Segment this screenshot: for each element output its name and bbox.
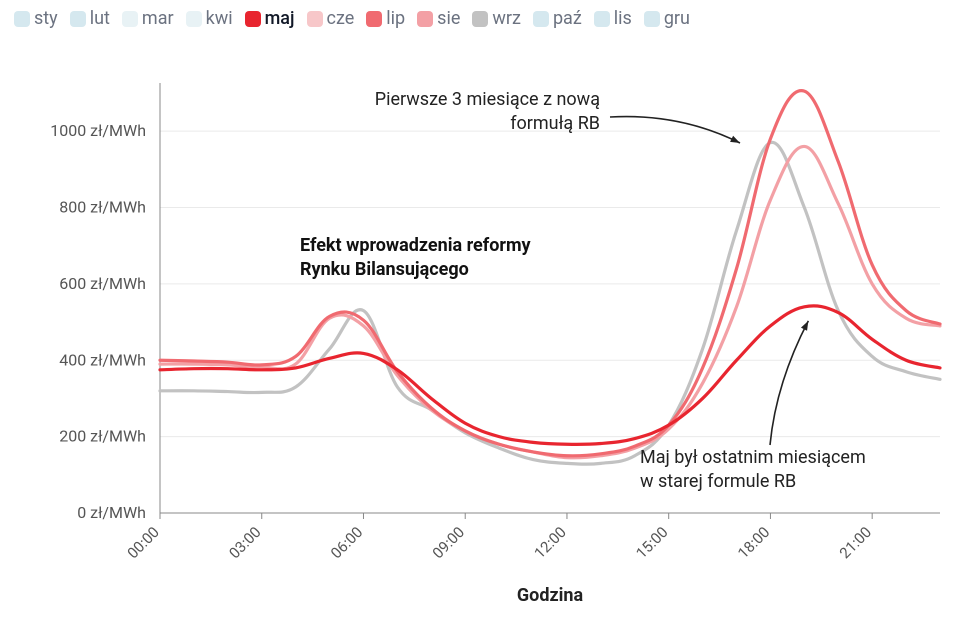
x-tick-label: 03:00 [225, 523, 264, 562]
annotation-lower-arrowhead [801, 321, 808, 331]
annotation-upper-line2: formułą RB [510, 113, 600, 134]
x-tick-label: 12:00 [531, 523, 570, 562]
y-tick-label: 0 zł/MWh [77, 503, 146, 522]
series-maj [160, 306, 940, 445]
legend-swatch-gru [644, 11, 660, 27]
legend-label-cze: cze [327, 8, 355, 29]
legend-swatch-maj [245, 11, 261, 27]
legend-label-sie: sie [437, 8, 460, 29]
line-chart-svg: 0 zł/MWh 200 zł/MWh 400 zł/MWh 600 zł/MWh 80… [0, 33, 964, 625]
legend-item-maj[interactable]: maj [245, 8, 295, 29]
x-axis-title: Godzina [517, 585, 584, 606]
y-tick-label: 600 zł/MWh [59, 274, 146, 293]
annotation-upper-arrowhead [730, 136, 740, 143]
legend: sty lut mar kwi maj cze lip sie wrz paź lis gru [0, 0, 964, 33]
legend-swatch-sie [417, 11, 433, 27]
x-tick-label: 21:00 [836, 523, 875, 562]
legend-label-kwi: kwi [206, 8, 233, 29]
legend-swatch-lip [366, 11, 382, 27]
legend-label-maj: maj [265, 8, 295, 29]
annotation-lower-line1: Maj był ostatnim miesiącem [640, 447, 866, 468]
legend-item-sie[interactable]: sie [417, 8, 460, 29]
annotation-upper-line1: Pierwsze 3 miesiące z nową [375, 89, 600, 110]
legend-label-lis: lis [614, 8, 632, 29]
legend-item-cze[interactable]: cze [307, 8, 355, 29]
annotation-upper-arrow [610, 117, 740, 143]
series-wrz [160, 142, 940, 464]
x-tick-label: 09:00 [429, 523, 468, 562]
chart-area: 0 zł/MWh 200 zł/MWh 400 zł/MWh 600 zł/MWh 80… [0, 33, 964, 593]
legend-swatch-mar [122, 11, 138, 27]
legend-item-wrz[interactable]: wrz [472, 8, 521, 29]
legend-swatch-sty [14, 11, 30, 27]
legend-swatch-wrz [472, 11, 488, 27]
legend-item-sty[interactable]: sty [14, 8, 58, 29]
legend-label-sty: sty [34, 8, 58, 29]
legend-item-lip[interactable]: lip [366, 8, 405, 29]
x-tick-label: 06:00 [327, 523, 366, 562]
x-tick-label: 15:00 [632, 523, 671, 562]
legend-label-lut: lut [90, 8, 110, 29]
annotation-title-line2: Rynku Bilansującego [300, 259, 469, 280]
y-tick-label: 800 zł/MWh [59, 198, 146, 217]
legend-swatch-kwi [186, 11, 202, 27]
y-tick-label: 200 zł/MWh [59, 427, 146, 446]
legend-swatch-lis [594, 11, 610, 27]
legend-item-paz[interactable]: paź [533, 8, 582, 29]
legend-label-wrz: wrz [492, 8, 521, 29]
y-tick-label: 1000 zł/MWh [50, 121, 146, 140]
legend-label-paz: paź [553, 8, 582, 29]
annotation-lower-arrow [770, 321, 808, 445]
x-tick-label: 18:00 [734, 523, 773, 562]
annotation-lower-line2: w starej formule RB [640, 471, 796, 492]
x-tick-label: 00:00 [124, 523, 163, 562]
legend-label-gru: gru [664, 8, 690, 29]
y-tick-label: 400 zł/MWh [59, 350, 146, 369]
series-sie [160, 146, 940, 457]
legend-swatch-lut [70, 11, 86, 27]
legend-item-lis[interactable]: lis [594, 8, 632, 29]
legend-item-gru[interactable]: gru [644, 8, 690, 29]
legend-item-lut[interactable]: lut [70, 8, 110, 29]
series-lip [160, 91, 940, 456]
legend-label-lip: lip [386, 8, 405, 29]
legend-label-mar: mar [142, 8, 174, 29]
legend-item-kwi[interactable]: kwi [186, 8, 233, 29]
legend-swatch-paz [533, 11, 549, 27]
annotation-title-line1: Efekt wprowadzenia reformy [300, 235, 532, 256]
legend-item-mar[interactable]: mar [122, 8, 174, 29]
legend-swatch-cze [307, 11, 323, 27]
